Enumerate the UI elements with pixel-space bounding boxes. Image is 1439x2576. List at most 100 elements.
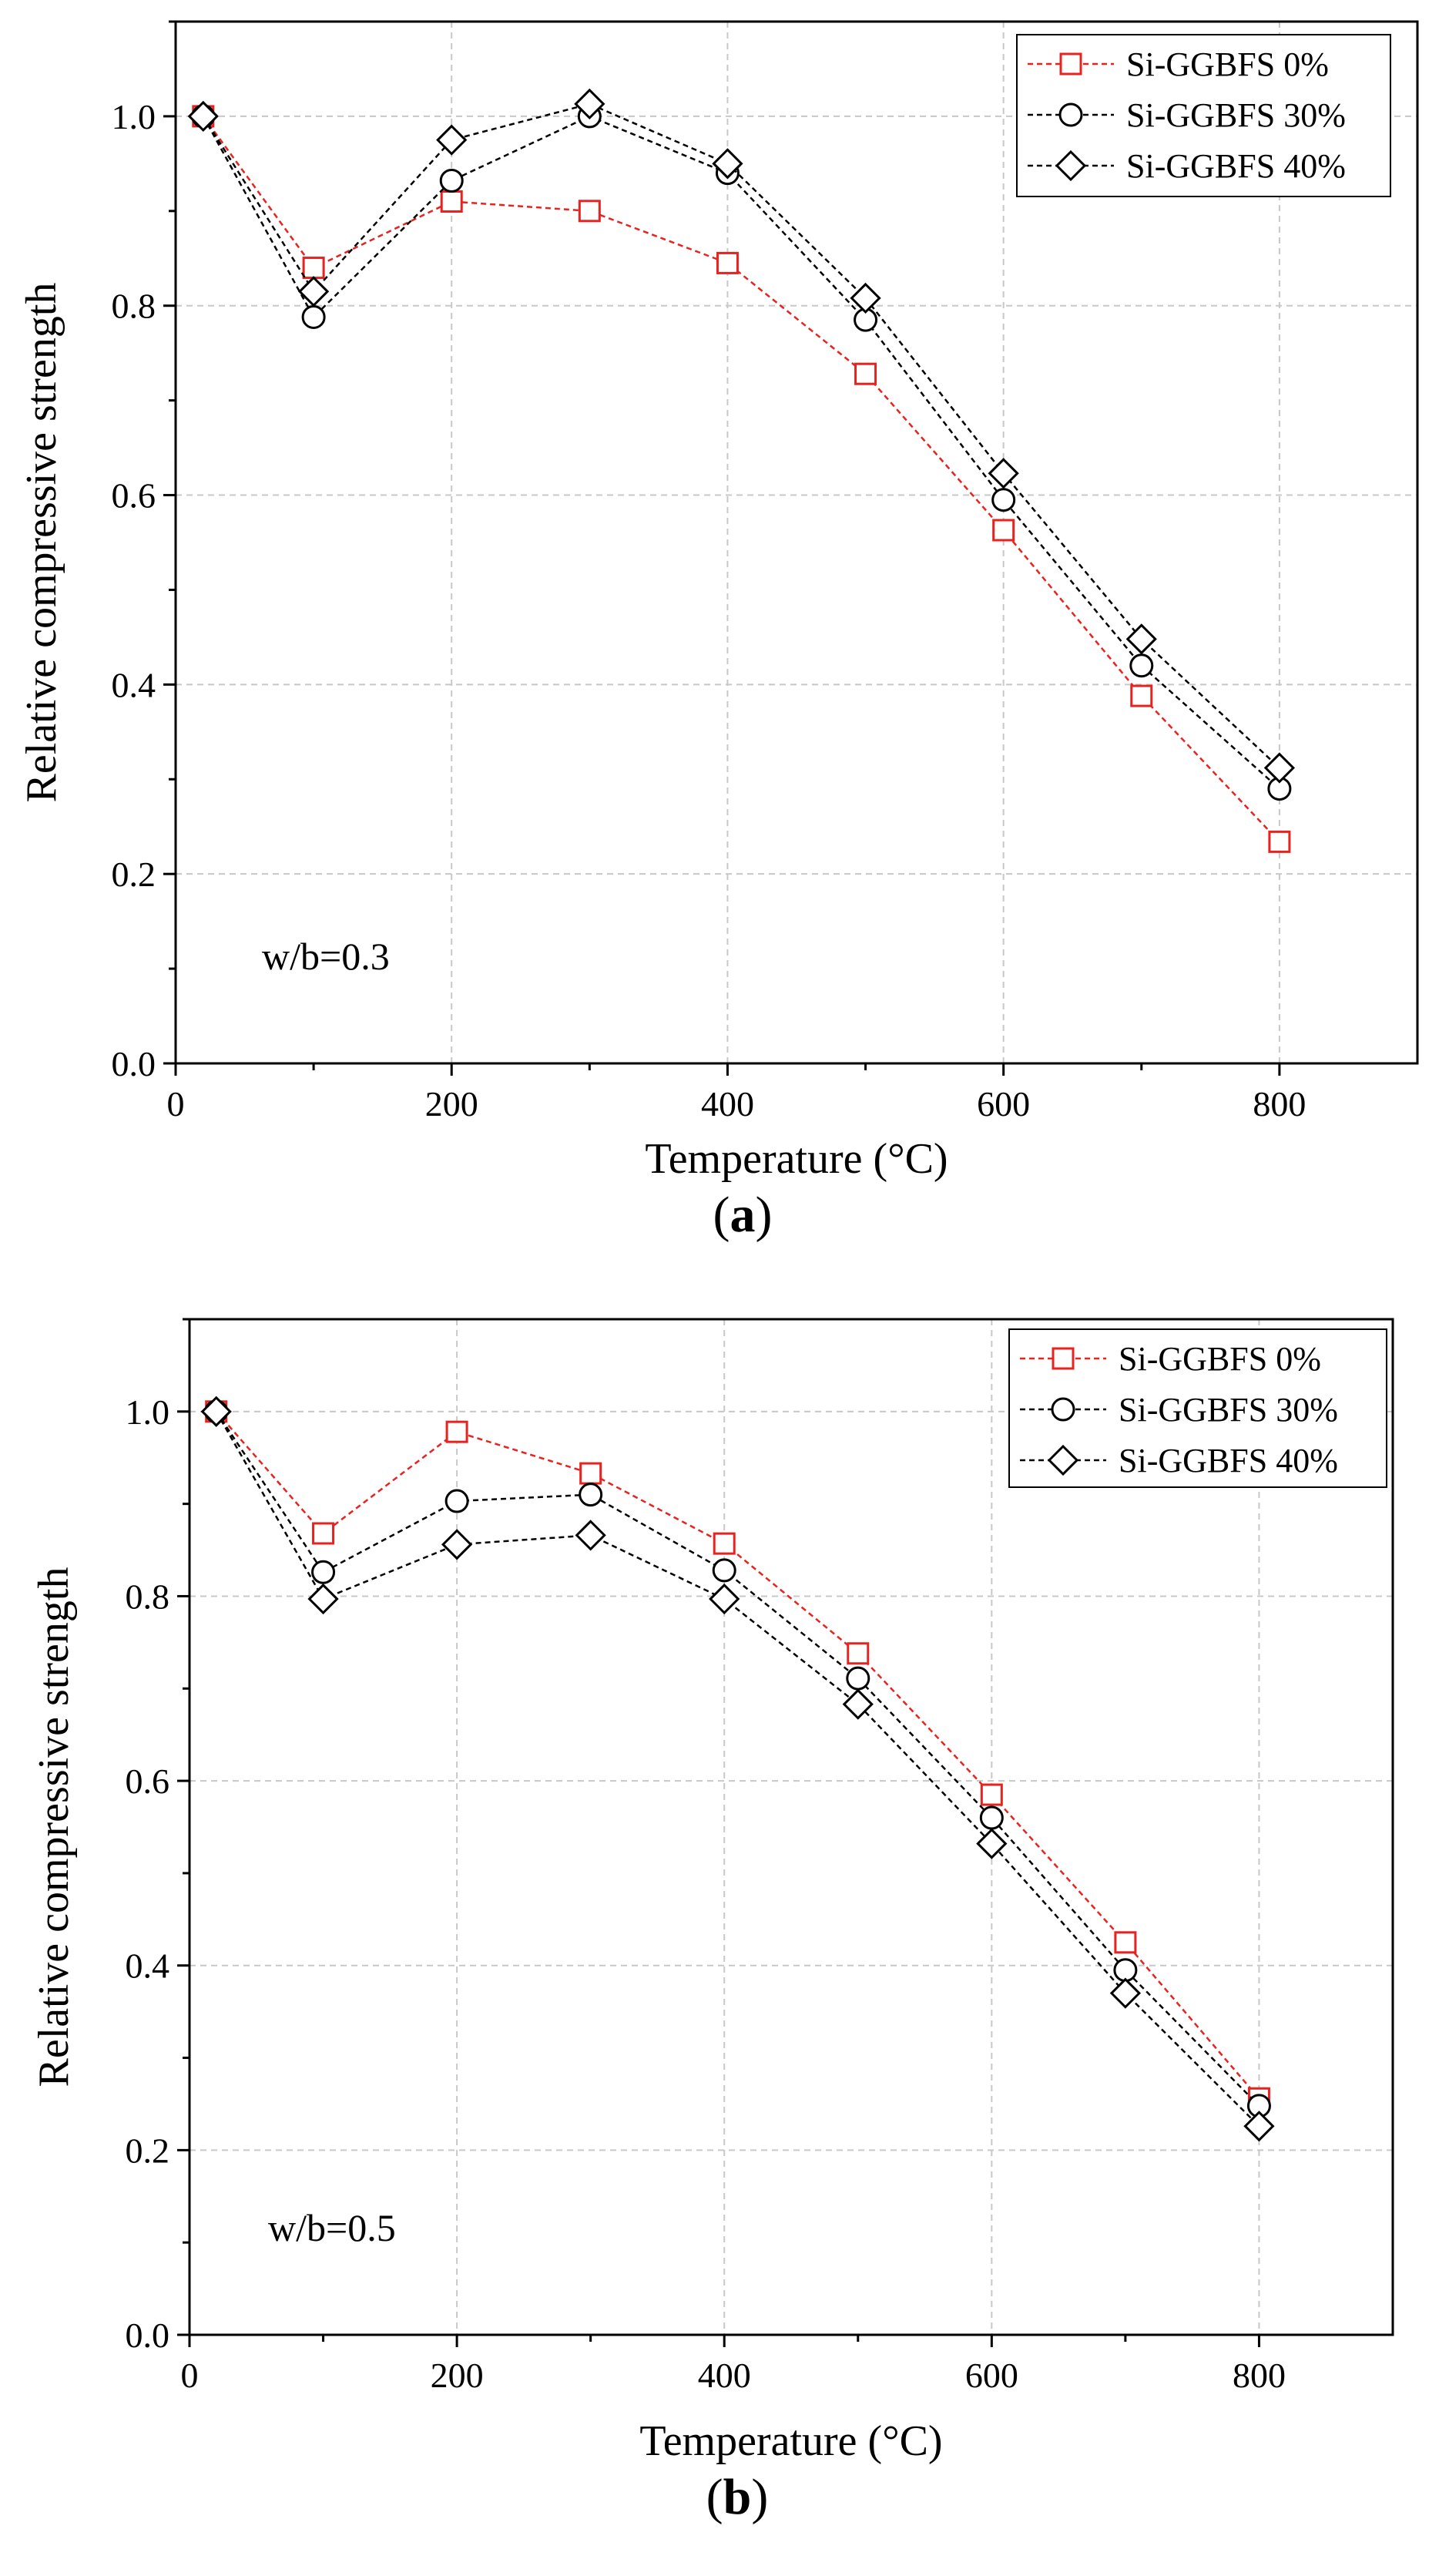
data-point (312, 1522, 335, 1545)
data-point (854, 362, 877, 385)
x-tick-label: 0 (167, 1084, 185, 1123)
series-square (192, 105, 1291, 853)
legend-marker-diamond (1055, 149, 1087, 182)
data-point (445, 1420, 468, 1443)
series-line (215, 1411, 1260, 2107)
chart-panel-a: 0 200 400 600 800 0.0 0.2 0.4 0.6 0.8 1.0 Temperatu… (18, 20, 1419, 1243)
y-tick-label: 0.4 (126, 1946, 170, 1986)
data-point (297, 276, 330, 307)
x-axis-label: Temperature (°C) (645, 1135, 948, 1183)
data-point (846, 1666, 870, 1691)
series-line (215, 1411, 1260, 2128)
data-point (200, 1395, 232, 1427)
data-point (712, 148, 743, 180)
data-point (311, 1560, 336, 1584)
y-tick-label: 1.0 (112, 97, 156, 136)
x-tick-label: 800 (1233, 2356, 1286, 2395)
y-tick-label: 0.4 (112, 665, 156, 704)
chart-panel-b: 0 200 400 600 800 0.0 0.2 0.4 0.6 0.8 1.0 Temperatu… (30, 1318, 1394, 2525)
legend-marker-square (1052, 1347, 1075, 1370)
y-axis-label: Relative compressive strength (18, 283, 65, 803)
data-point (1263, 752, 1296, 784)
data-point (1129, 653, 1154, 678)
data-point (980, 1783, 1003, 1806)
data-point (992, 519, 1015, 542)
legend-label: Si-GGBFS 0% (1126, 45, 1329, 83)
wb-annotation: w/b=0.5 (268, 2206, 396, 2249)
data-point (440, 190, 463, 213)
panel-label: (a) (713, 1187, 773, 1243)
data-point (709, 1583, 740, 1615)
series-square (205, 1400, 1270, 2110)
data-point (444, 1489, 469, 1513)
y-tick-label: 0.8 (126, 1577, 170, 1616)
series-circle (191, 104, 1292, 801)
legend-marker-diamond (1047, 1444, 1079, 1476)
data-point (979, 1805, 1004, 1830)
data-point (579, 1483, 603, 1507)
y-tick-label: 0.0 (126, 2316, 170, 2355)
data-point (579, 1462, 602, 1485)
x-tick-label: 800 (1253, 1084, 1306, 1123)
data-point (988, 458, 1019, 489)
data-point (1243, 2111, 1275, 2142)
data-point (976, 1828, 1008, 1859)
data-point (1109, 1977, 1142, 2009)
data-point (575, 1520, 606, 1551)
y-tick-label: 0.0 (112, 1044, 156, 1083)
x-axis-label: Temperature (°C) (639, 2417, 942, 2465)
y-tick-label: 0.2 (126, 2131, 170, 2170)
data-point (1125, 623, 1157, 655)
y-tick-label: 0.2 (112, 855, 156, 894)
series-line (215, 1410, 1260, 2100)
legend-label: Si-GGBFS 30% (1126, 96, 1346, 134)
panel-label: (b) (706, 2469, 769, 2525)
data-point (716, 251, 739, 274)
y-tick-label: 1.0 (126, 1392, 170, 1432)
legend: Si-GGBFS 0% Si-GGBFS 30% Si-GGBFS 40% (1016, 34, 1391, 197)
data-point (713, 1532, 736, 1555)
y-tick-label: 0.6 (112, 476, 156, 516)
y-tick-label: 0.6 (126, 1762, 170, 1801)
series-circle (204, 1399, 1271, 2118)
x-tick-label: 600 (977, 1084, 1030, 1123)
legend-label: Si-GGBFS 40% (1126, 147, 1346, 185)
data-point (441, 1529, 473, 1560)
legend: Si-GGBFS 0% Si-GGBFS 30% Si-GGBFS 40% (1008, 1328, 1387, 1488)
x-tick-label: 400 (701, 1084, 754, 1123)
data-point (1268, 830, 1291, 853)
data-point (1114, 1931, 1137, 1954)
plot-frame (174, 20, 1419, 1065)
data-point (1130, 684, 1153, 707)
legend-label: Si-GGBFS 30% (1119, 1391, 1338, 1429)
data-point (1113, 1958, 1138, 1983)
data-point (847, 1642, 870, 1665)
series-line (202, 115, 1280, 790)
legend-marker-circle (1058, 102, 1083, 127)
series-diamond (200, 1395, 1275, 2142)
data-point (842, 1688, 874, 1720)
data-point (574, 88, 605, 120)
data-point (301, 304, 326, 329)
legend-marker-circle (1051, 1397, 1075, 1422)
legend-marker-square (1059, 52, 1082, 76)
legend-label: Si-GGBFS 0% (1119, 1340, 1321, 1378)
plot-frame (188, 1318, 1394, 2336)
x-tick-label: 200 (425, 1084, 478, 1123)
data-point (439, 168, 464, 193)
data-point (991, 488, 1016, 512)
wb-annotation: w/b=0.3 (262, 935, 390, 978)
y-tick-label: 0.8 (112, 287, 156, 326)
data-point (302, 257, 325, 280)
data-point (436, 124, 468, 156)
x-tick-label: 200 (431, 2356, 484, 2395)
data-point (307, 1583, 339, 1615)
legend-label: Si-GGBFS 40% (1119, 1442, 1338, 1479)
data-point (850, 282, 881, 314)
y-axis-label: Relative compressive strength (30, 1567, 78, 2087)
series-diamond (187, 88, 1296, 784)
series-line (202, 116, 1280, 843)
data-point (578, 200, 601, 223)
data-point (712, 1558, 736, 1583)
